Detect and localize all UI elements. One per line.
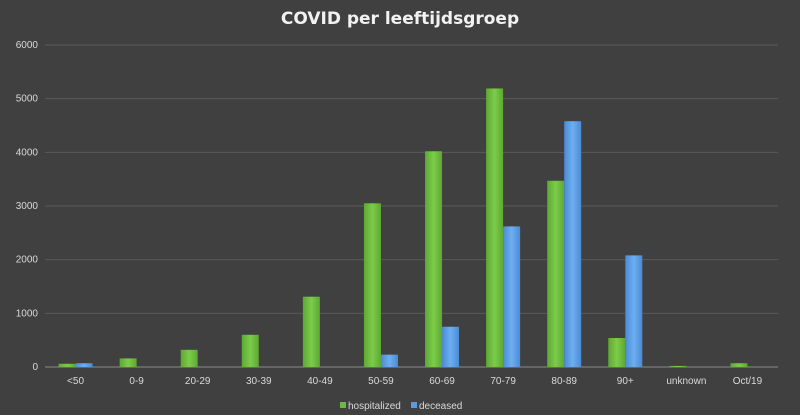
bar-deceased bbox=[625, 255, 643, 367]
y-tick-label: 6000 bbox=[16, 40, 39, 51]
bar-hospitalized bbox=[58, 363, 76, 367]
x-tick-label: 80-89 bbox=[551, 376, 577, 387]
x-tick-label: <50 bbox=[67, 376, 84, 387]
bar-hospitalized bbox=[180, 349, 198, 367]
x-tick-label: Oct/19 bbox=[733, 376, 763, 387]
legend: hospitalized deceased bbox=[340, 401, 462, 412]
x-tick-label: unknown bbox=[666, 376, 706, 387]
y-tick-label: 3000 bbox=[16, 201, 39, 212]
gridlines bbox=[45, 44, 778, 368]
x-tick-label: 60-69 bbox=[429, 376, 455, 387]
bar-hospitalized bbox=[547, 180, 565, 367]
bars bbox=[58, 88, 748, 367]
x-tick-label: 50-59 bbox=[368, 376, 394, 387]
x-tick-label: 40-49 bbox=[307, 376, 333, 387]
x-axis-tick-labels: <50 0-9 20-29 30-39 40-49 50-59 60-69 70-79 80-8… bbox=[67, 376, 763, 387]
bar-hospitalized bbox=[669, 365, 687, 367]
bar-deceased bbox=[75, 363, 93, 367]
bar-hospitalized bbox=[363, 203, 381, 367]
x-tick-label: 30-39 bbox=[246, 376, 272, 387]
legend-label-deceased: deceased bbox=[419, 401, 462, 412]
bar-deceased bbox=[564, 121, 582, 367]
y-tick-label: 4000 bbox=[16, 147, 39, 158]
x-tick-label: 70-79 bbox=[490, 376, 516, 387]
bar-deceased bbox=[442, 326, 460, 367]
x-tick-label: 90+ bbox=[617, 376, 634, 387]
y-tick-label: 5000 bbox=[16, 94, 39, 105]
bar-deceased bbox=[380, 354, 398, 367]
y-tick-label: 2000 bbox=[16, 255, 39, 266]
y-tick-label: 1000 bbox=[16, 308, 39, 319]
bar-deceased bbox=[503, 226, 521, 367]
bar-hospitalized bbox=[608, 338, 626, 367]
bar-hospitalized bbox=[425, 151, 443, 367]
bar-hospitalized bbox=[119, 358, 137, 367]
legend-label-hospitalized: hospitalized bbox=[348, 401, 401, 412]
bar-hospitalized bbox=[486, 88, 504, 367]
y-axis-tick-labels: 0 1000 2000 3000 4000 5000 6000 bbox=[16, 40, 39, 373]
bar-hospitalized bbox=[241, 334, 259, 367]
bar-hospitalized bbox=[730, 363, 748, 367]
chart-title: COVID per leeftijdsgroep bbox=[281, 9, 519, 29]
legend-swatch-hospitalized bbox=[340, 402, 346, 408]
x-tick-label: 20-29 bbox=[185, 376, 211, 387]
y-tick-label: 0 bbox=[32, 362, 38, 373]
legend-swatch-deceased bbox=[411, 402, 417, 408]
bar-hospitalized bbox=[302, 296, 320, 367]
x-tick-label: 0-9 bbox=[129, 376, 144, 387]
